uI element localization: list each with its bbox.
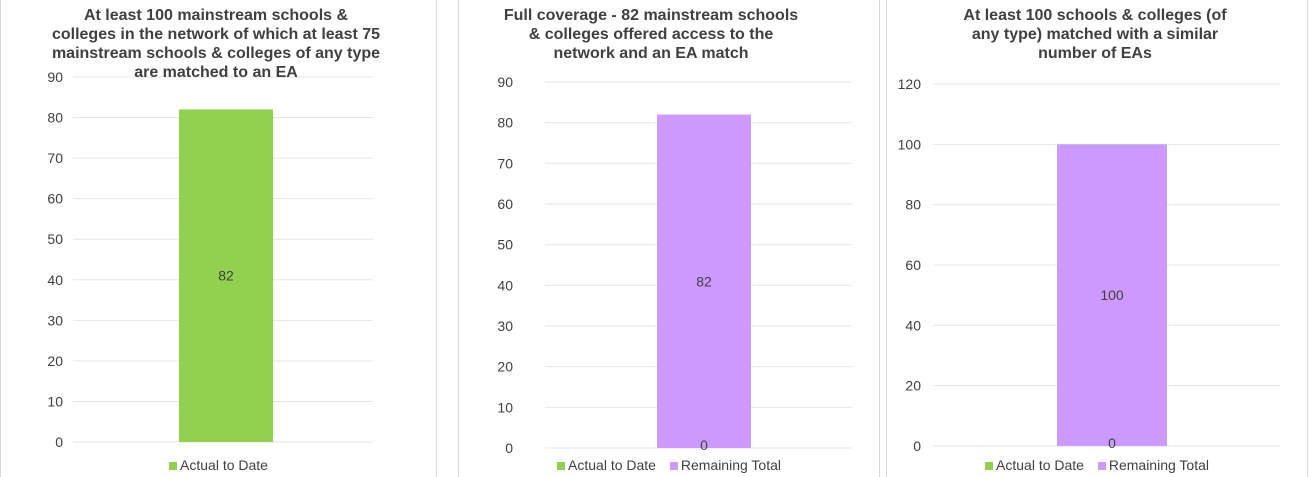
y-tick-label: 70 bbox=[47, 150, 63, 166]
data-label: 0 bbox=[1108, 435, 1116, 451]
y-tick-label: 90 bbox=[497, 74, 513, 90]
y-tick-label: 40 bbox=[905, 317, 921, 333]
y-tick-label: 60 bbox=[905, 257, 921, 273]
legend-item-remaining: Remaining Total bbox=[1097, 457, 1209, 473]
legend-label-actual: Actual to Date bbox=[996, 457, 1084, 473]
y-tick-label: 20 bbox=[497, 359, 513, 375]
y-tick-label: 20 bbox=[905, 378, 921, 394]
legend-item-actual: Actual to Date bbox=[557, 457, 656, 473]
bar-remaining-total bbox=[1057, 144, 1167, 447]
y-tick-label: 10 bbox=[497, 399, 513, 415]
y-tick-label: 100 bbox=[898, 136, 922, 152]
chart-2-plot: 0 10 20 30 40 50 60 70 80 90 0 82 bbox=[497, 74, 852, 456]
chart-3-plot: 0 20 40 60 80 100 120 0 100 bbox=[898, 76, 1280, 454]
y-tick-label: 60 bbox=[47, 191, 63, 207]
y-tick-label: 120 bbox=[898, 76, 922, 92]
legend-item-actual: Actual to Date bbox=[169, 457, 268, 473]
chart-panel-2: 0 10 20 30 40 50 60 70 80 90 0 82 Full coverage - 8… bbox=[458, 0, 880, 477]
legend-label-actual: Actual to Date bbox=[568, 457, 656, 473]
y-tick-label: 10 bbox=[47, 393, 63, 409]
legend-label-remaining: Remaining Total bbox=[680, 457, 781, 473]
chart-1-plot: 0 10 20 30 40 50 60 70 80 90 82 bbox=[47, 69, 373, 450]
legend-swatch-remaining bbox=[1097, 462, 1106, 470]
y-tick-label: 90 bbox=[47, 69, 63, 85]
y-tick-label: 50 bbox=[47, 231, 63, 247]
data-label: 100 bbox=[1100, 287, 1124, 303]
legend-label-actual: Actual to Date bbox=[180, 457, 268, 473]
y-tick-label: 0 bbox=[913, 438, 921, 454]
data-label: 0 bbox=[700, 437, 708, 453]
y-tick-label: 40 bbox=[497, 277, 513, 293]
y-tick-label: 30 bbox=[497, 318, 513, 334]
legend-swatch-actual bbox=[985, 462, 994, 470]
y-tick-label: 60 bbox=[497, 196, 513, 212]
y-tick-label: 80 bbox=[497, 115, 513, 131]
data-label: 82 bbox=[696, 273, 712, 289]
chart-panel-1: 0 10 20 30 40 50 60 70 80 90 82 At least 100 mains… bbox=[0, 0, 437, 477]
chart-2-legend: Actual to Date Remaining Total bbox=[459, 457, 879, 473]
y-tick-label: 70 bbox=[497, 155, 513, 171]
legend-item-actual: Actual to Date bbox=[985, 457, 1084, 473]
chart-1-legend: Actual to Date bbox=[1, 457, 436, 473]
y-tick-label: 50 bbox=[497, 237, 513, 253]
chart-panel-3: 0 20 40 60 80 100 120 0 100 At least 100 schools… bbox=[886, 0, 1308, 477]
legend-item-remaining: Remaining Total bbox=[669, 457, 781, 473]
y-tick-label: 80 bbox=[47, 110, 63, 126]
legend-swatch-actual bbox=[557, 462, 566, 470]
y-tick-label: 30 bbox=[47, 312, 63, 328]
data-label: 82 bbox=[218, 268, 234, 284]
legend-swatch-remaining bbox=[669, 462, 678, 470]
y-tick-label: 0 bbox=[505, 440, 513, 456]
y-tick-label: 40 bbox=[47, 272, 63, 288]
legend-swatch-actual bbox=[169, 462, 178, 470]
bar-remaining-total bbox=[657, 114, 751, 449]
y-tick-label: 0 bbox=[55, 434, 63, 450]
bar-actual-to-date bbox=[179, 109, 273, 442]
chart-3-legend: Actual to Date Remaining Total bbox=[887, 457, 1307, 473]
legend-label-remaining: Remaining Total bbox=[1108, 457, 1209, 473]
y-tick-label: 80 bbox=[905, 197, 921, 213]
y-tick-label: 20 bbox=[47, 353, 63, 369]
